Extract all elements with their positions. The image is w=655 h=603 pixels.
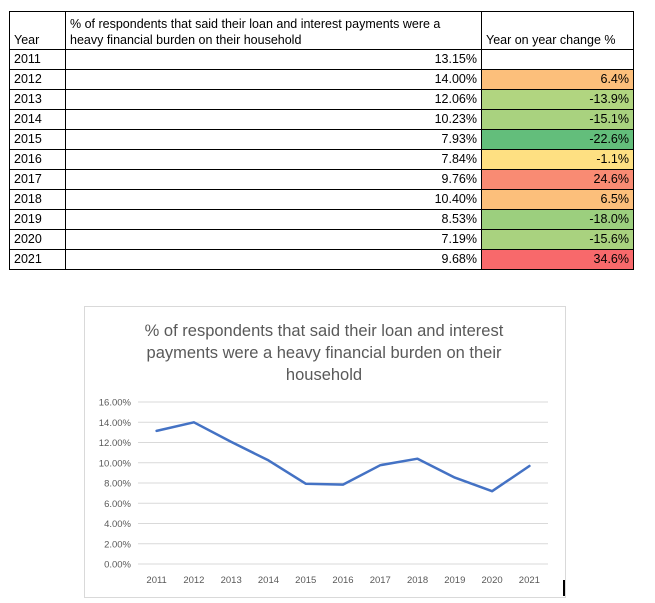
chart-title-line: % of respondents that said their loan an… [145,322,504,340]
y-tick-label: 14.00% [99,418,132,429]
cell-year: 2021 [9,249,66,270]
x-tick-label: 2016 [332,575,353,586]
series-line [155,421,531,493]
x-tick-label: 2019 [444,575,465,586]
cell-year: 2017 [9,169,66,190]
y-tick-label: 4.00% [104,519,131,530]
x-tick-label: 2015 [295,575,316,586]
cell-change: 6.5% [481,189,634,210]
cell-percent: 9.76% [65,169,482,190]
cell-year: 2013 [9,89,66,110]
table-row: 2021 9.68% 34.6% [9,249,634,270]
table-row: 2018 10.40% 6.5% [9,189,634,210]
cell-percent: 8.53% [65,209,482,230]
cell-change [481,49,634,70]
cell-year: 2011 [9,49,66,70]
cell-percent: 14.00% [65,69,482,90]
y-tick-label: 8.00% [104,479,131,490]
x-tick-label: 2021 [519,575,540,586]
cell-percent: 7.19% [65,229,482,250]
cell-change: -13.9% [481,89,634,110]
cell-year: 2019 [9,209,66,230]
y-tick-label: 16.00% [99,398,132,409]
cell-change: 34.6% [481,249,634,270]
cell-percent: 10.40% [65,189,482,210]
table-row: 2020 7.19% -15.6% [9,229,634,250]
chart-title-line: payments were a heavy financial burden o… [147,344,502,362]
table-row: 2011 13.15% [9,49,634,70]
table-row: 2015 7.93% -22.6% [9,129,634,150]
cell-change: -1.1% [481,149,634,170]
data-table: Year % of respondents that said their lo… [9,11,634,270]
cell-year: 2014 [9,109,66,130]
chart-title-line: household [286,366,362,384]
y-tick-label: 6.00% [104,499,131,510]
table-row: 2019 8.53% -18.0% [9,209,634,230]
table-header-row: Year % of respondents that said their lo… [9,11,634,50]
cell-percent: 9.68% [65,249,482,270]
cell-change: 6.4% [481,69,634,90]
table-row: 2012 14.00% 6.4% [9,69,634,90]
cell-percent: 7.93% [65,129,482,150]
cell-year: 2012 [9,69,66,90]
y-tick-label: 2.00% [104,539,131,550]
cell-percent: 12.06% [65,89,482,110]
cell-change: 24.6% [481,169,634,190]
x-tick-label: 2012 [183,575,204,586]
x-tick-label: 2013 [221,575,242,586]
cell-change: -15.6% [481,229,634,250]
table-row: 2016 7.84% -1.1% [9,149,634,170]
header-percent: % of respondents that said their loan an… [65,11,482,50]
cell-percent: 10.23% [65,109,482,130]
chart-svg: % of respondents that said their loan an… [99,322,548,586]
cell-percent: 13.15% [65,49,482,70]
line-chart: % of respondents that said their loan an… [84,306,566,598]
y-tick-label: 10.00% [99,458,132,469]
y-tick-label: 0.00% [104,560,131,571]
table-row: 2017 9.76% 24.6% [9,169,634,190]
cell-cursor-mark [563,580,565,596]
cell-percent: 7.84% [65,149,482,170]
cell-change: -18.0% [481,209,634,230]
x-tick-label: 2020 [482,575,503,586]
x-tick-label: 2014 [258,575,279,586]
x-tick-label: 2011 [146,575,166,586]
header-year: Year [9,11,66,50]
header-change: Year on year change % [481,11,634,50]
x-tick-label: 2018 [407,575,428,586]
cell-year: 2018 [9,189,66,210]
cell-change: -15.1% [481,109,634,130]
table-row: 2014 10.23% -15.1% [9,109,634,130]
cell-year: 2020 [9,229,66,250]
x-tick-label: 2017 [370,575,391,586]
cell-year: 2016 [9,149,66,170]
table-row: 2013 12.06% -13.9% [9,89,634,110]
cell-change: -22.6% [481,129,634,150]
cell-year: 2015 [9,129,66,150]
y-tick-label: 12.00% [99,438,132,449]
